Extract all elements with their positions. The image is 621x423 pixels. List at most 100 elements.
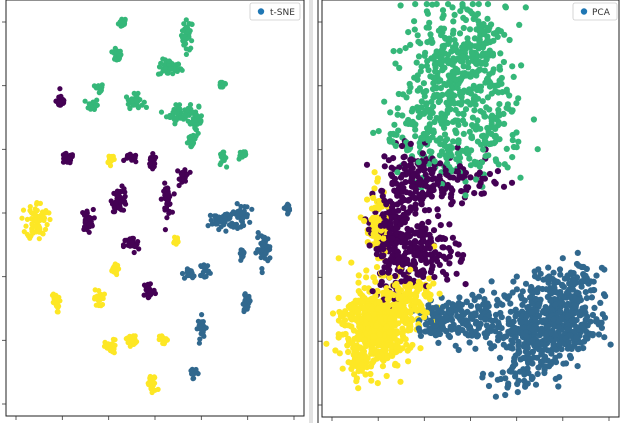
pca-point — [510, 73, 517, 80]
pca-point — [496, 354, 504, 361]
pca-point — [484, 300, 491, 307]
pca-point — [455, 346, 462, 354]
pca-point — [467, 8, 474, 15]
pca-point — [488, 371, 495, 378]
pca-point — [401, 243, 408, 250]
pca-point — [574, 363, 581, 370]
tsne-point — [187, 272, 193, 278]
tsne-point — [151, 374, 157, 380]
pca-panel: PCA — [317, 0, 620, 423]
pca-point — [450, 55, 457, 62]
pca-point — [474, 333, 481, 340]
pca-point — [433, 255, 440, 262]
pca-point — [496, 136, 503, 143]
tsne-point — [178, 115, 185, 121]
tsne-point — [203, 273, 209, 280]
tsne-point — [27, 208, 33, 214]
pca-point — [508, 179, 516, 186]
pca-point — [564, 326, 571, 333]
tsne-point — [36, 226, 42, 232]
pca-point — [394, 343, 401, 350]
pca-point — [404, 169, 411, 176]
pca-point — [515, 95, 522, 102]
pca-point — [447, 194, 454, 201]
tsne-point — [150, 382, 156, 388]
pca-point — [418, 201, 425, 208]
pca-point — [436, 261, 443, 268]
pca-point — [401, 153, 408, 160]
pca-point — [442, 143, 450, 150]
pca-point — [421, 314, 428, 321]
tsne-legend: t-SNE — [249, 2, 301, 21]
pca-point — [420, 130, 427, 138]
pca-point — [404, 315, 411, 322]
pca-point — [370, 129, 377, 136]
pca-point — [494, 33, 501, 41]
pca-point — [573, 334, 580, 342]
pca-point — [524, 356, 531, 363]
pca-point — [482, 153, 489, 160]
tsne-point — [55, 309, 61, 315]
tsne-point — [61, 97, 67, 103]
pca-point — [505, 321, 512, 328]
pca-point — [477, 125, 484, 132]
tsne-point — [122, 200, 128, 206]
pca-point — [457, 75, 464, 82]
pca-point — [440, 25, 448, 32]
pca-point — [384, 303, 391, 310]
tsne-point — [109, 341, 115, 347]
pca-point — [415, 159, 422, 166]
pca-point — [597, 299, 604, 306]
tsne-point — [141, 99, 147, 105]
pca-point — [375, 128, 382, 135]
pca-point — [430, 187, 437, 194]
pca-point — [509, 107, 516, 114]
tsne-point — [80, 210, 86, 216]
pca-point — [415, 278, 422, 285]
pca-point — [419, 150, 426, 157]
tsne-point — [127, 243, 133, 249]
pca-point — [345, 348, 352, 356]
tsne-point — [135, 239, 141, 245]
pca-point — [373, 322, 380, 329]
pca-point — [372, 278, 379, 285]
tsne-point — [19, 215, 25, 221]
pca-point — [460, 54, 467, 62]
pca-point — [370, 194, 377, 201]
pca-point — [433, 331, 441, 338]
pca-point — [351, 371, 358, 378]
pca-point — [402, 45, 409, 52]
pca-point — [432, 322, 439, 329]
tsne-point — [241, 222, 247, 229]
pca-point — [458, 188, 465, 195]
pca-point — [452, 307, 460, 314]
tsne-point — [189, 21, 195, 27]
pca-point — [392, 218, 400, 225]
tsne-point — [196, 103, 202, 109]
pca-point — [427, 31, 434, 38]
pca-point — [426, 148, 433, 155]
pca-point — [415, 168, 422, 175]
pca-point — [355, 331, 362, 338]
pca-point — [533, 307, 540, 314]
pca-point — [361, 295, 368, 302]
pca-point — [459, 98, 466, 105]
pca-point — [426, 231, 433, 238]
tsne-point — [191, 375, 197, 381]
tsne-point — [116, 204, 122, 210]
pca-point — [434, 178, 441, 185]
pca-point — [538, 351, 545, 358]
pca-point — [466, 339, 473, 346]
pca-point — [492, 114, 499, 121]
pca-point — [444, 51, 452, 58]
tsne-point — [113, 200, 119, 206]
pca-point — [404, 347, 411, 354]
tsne-point — [38, 212, 45, 218]
tsne-point — [237, 149, 243, 155]
pca-point — [442, 327, 449, 335]
pca-point — [418, 98, 425, 105]
pca-point — [485, 382, 493, 390]
pca-point — [479, 370, 487, 377]
pca-point — [348, 259, 355, 266]
tsne-point — [20, 207, 27, 213]
